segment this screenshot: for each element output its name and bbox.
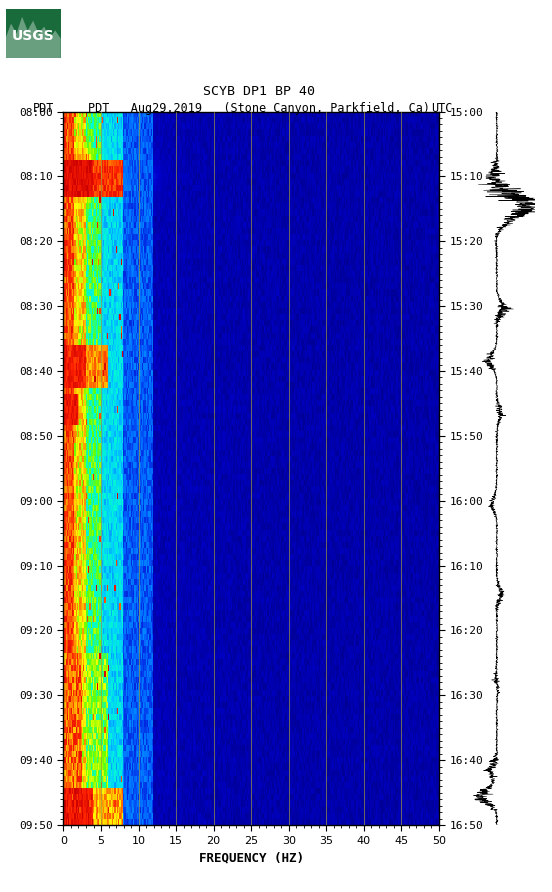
Text: PDT: PDT [33,103,55,115]
Text: USGS: USGS [12,29,55,44]
X-axis label: FREQUENCY (HZ): FREQUENCY (HZ) [199,851,304,864]
Text: PDT   Aug29,2019   (Stone Canyon, Parkfield, Ca): PDT Aug29,2019 (Stone Canyon, Parkfield,… [88,103,431,115]
Polygon shape [6,17,61,58]
Text: SCYB DP1 BP 40: SCYB DP1 BP 40 [204,86,315,98]
FancyBboxPatch shape [6,9,61,58]
Text: UTC: UTC [431,103,452,115]
